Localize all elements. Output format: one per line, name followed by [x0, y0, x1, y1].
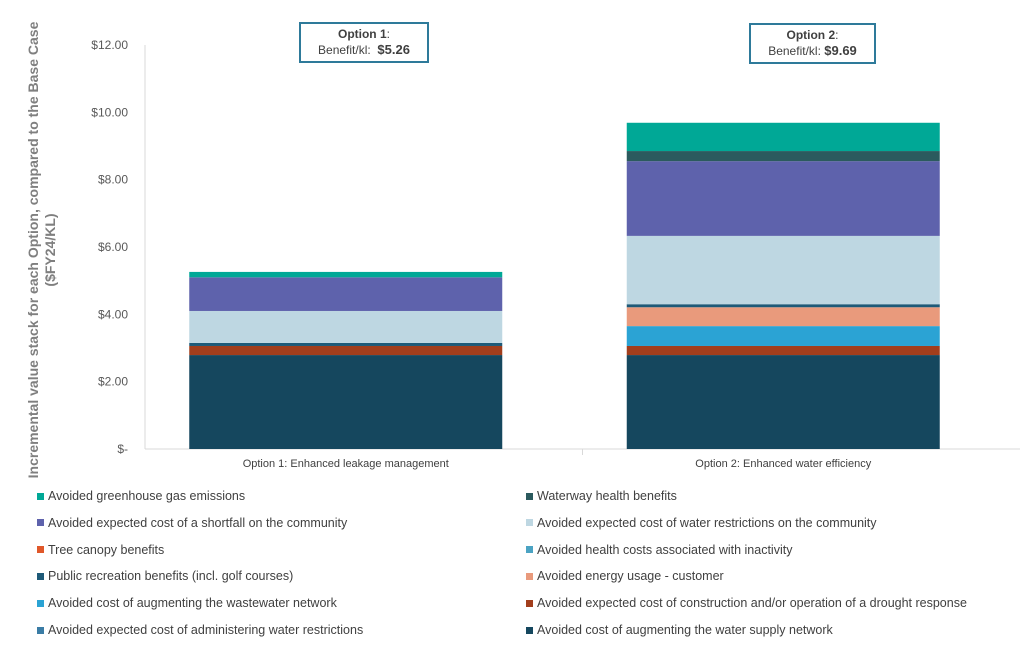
legend-item: Avoided health costs associated with ina… [526, 543, 792, 557]
legend-swatch [37, 572, 44, 580]
bar-segment [626, 122, 940, 152]
annotation-option-2: Option 2: Benefit/kl: $9.69 [749, 23, 876, 64]
legend-swatch [526, 599, 533, 607]
y-tick-label: $2.00 [98, 375, 128, 389]
bar-segment [189, 342, 503, 346]
legend-swatch [526, 626, 533, 634]
annotation-title: Option 2 [786, 28, 836, 42]
legend-label: Avoided expected cost of construction an… [537, 596, 967, 611]
legend-label: Public recreation benefits (incl. golf c… [48, 569, 294, 584]
y-tick-label: $12.00 [91, 38, 128, 52]
legend-label: Avoided cost of augmenting the water sup… [537, 623, 833, 637]
legend-swatch [37, 492, 44, 500]
legend-label: Avoided energy usage - customer [537, 569, 724, 584]
legend-label: Waterway health benefits [537, 489, 677, 503]
legend-item: Avoided cost of augmenting the wastewate… [37, 596, 337, 610]
legend-swatch [526, 546, 533, 554]
y-tick-label: $4.00 [98, 307, 128, 321]
bar-segment [626, 151, 940, 162]
annotation-value: $5.26 [377, 42, 410, 57]
legend-label: Avoided health costs associated with ina… [537, 542, 793, 557]
y-tick-label: $10.00 [91, 105, 128, 119]
bar-segment [189, 345, 503, 356]
y-tick-label: $- [117, 442, 128, 456]
y-tick-label: $6.00 [98, 240, 128, 254]
legend-item: Waterway health benefits [526, 489, 677, 503]
legend-item: Avoided expected cost of construction an… [526, 596, 967, 610]
legend-swatch [37, 599, 44, 607]
legend-item: Avoided expected cost of a shortfall on … [37, 516, 347, 530]
bar-segment [626, 307, 940, 327]
y-tick-label: $8.00 [98, 173, 128, 187]
bar-segment [189, 310, 503, 343]
y-axis-title: Incremental value stack for each Option,… [25, 21, 58, 478]
legend-label: Avoided greenhouse gas emissions [48, 489, 246, 503]
bar-segment [626, 304, 940, 308]
y-axis-title-line: ($FY24/KL) [42, 213, 58, 286]
legend-swatch [37, 546, 44, 554]
x-category-label: Option 2: Enhanced water efficiency [695, 458, 871, 470]
bar-segment [189, 355, 503, 449]
legend-swatch [526, 572, 533, 580]
bar-segment [626, 235, 940, 305]
legend-item: Tree canopy benefits [37, 543, 164, 557]
legend-label: Tree canopy benefits [48, 542, 165, 557]
legend-label: Avoided expected cost of administering w… [48, 623, 364, 637]
y-axis-title-line: Incremental value stack for each Option,… [25, 21, 41, 478]
legend-swatch [37, 519, 44, 527]
bar-segment [626, 326, 940, 346]
bar-segment [626, 345, 940, 356]
legend-item: Avoided energy usage - customer [526, 569, 724, 583]
annotation-option-1: Option 1: Benefit/kl: $5.26 [299, 22, 429, 63]
annotation-label: Benefit/kl: [318, 43, 371, 57]
legend-label: Avoided expected cost of a shortfall on … [48, 515, 348, 530]
bar-segment [626, 161, 940, 236]
legend-item: Avoided cost of augmenting the water sup… [526, 623, 833, 637]
legend-item: Avoided expected cost of administering w… [37, 623, 363, 637]
legend-label: Avoided expected cost of water restricti… [537, 515, 877, 530]
annotation-value: $9.69 [824, 43, 857, 58]
legend-label: Avoided cost of augmenting the wastewate… [48, 596, 337, 611]
legend-swatch [526, 519, 533, 527]
legend-item: Avoided greenhouse gas emissions [37, 489, 245, 503]
bar-segment [189, 277, 503, 311]
bar-segment [189, 271, 503, 278]
legend-swatch [526, 492, 533, 500]
legend-swatch [37, 626, 44, 634]
legend-item: Public recreation benefits (incl. golf c… [37, 569, 293, 583]
legend-item: Avoided expected cost of water restricti… [526, 516, 877, 530]
x-category-label: Option 1: Enhanced leakage management [243, 458, 449, 470]
annotation-label: Benefit/kl: [768, 44, 821, 58]
annotation-title: Option 1 [337, 27, 387, 41]
bar-segment [626, 355, 940, 449]
